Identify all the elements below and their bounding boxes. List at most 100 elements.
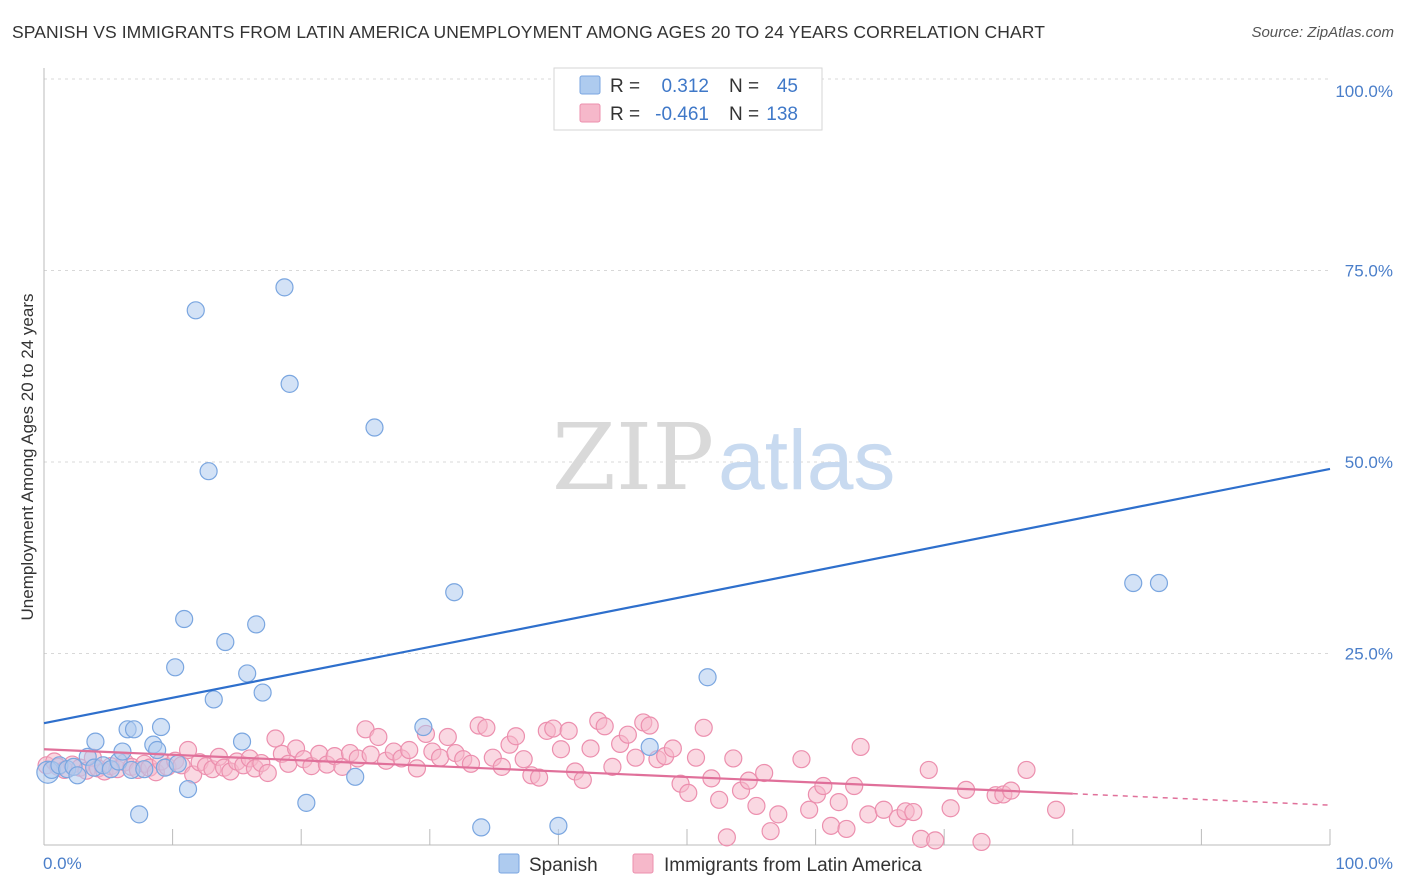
legend-latam-r-value: -0.461 <box>655 104 709 125</box>
latam-point-81 <box>603 757 622 776</box>
latam-point-104 <box>792 750 811 769</box>
spanish-point-42 <box>549 816 568 835</box>
spanish-trend-line <box>43 467 1331 725</box>
latam-point-86 <box>640 716 659 735</box>
bottom-legend-spanish-swatch <box>498 853 520 874</box>
y-axis-title: Unemployment Among Ages 20 to 24 years <box>18 294 37 621</box>
latam-point-75 <box>559 721 578 740</box>
tick-labels: 25.0% 50.0% 75.0% 100.0% 0.0% 100.0% <box>43 82 1393 873</box>
spanish-point-36 <box>297 793 316 812</box>
latam-point-107 <box>814 776 833 796</box>
chart-title: SPANISH VS IMMIGRANTS FROM LATIN AMERICA… <box>12 22 1046 42</box>
bottom-legend: Spanish Immigrants from Latin America <box>498 853 922 876</box>
latam-point-97 <box>724 749 743 768</box>
latam-point-80 <box>595 717 614 736</box>
spanish-point-20 <box>151 717 171 737</box>
source-credit: Source: ZipAtlas.com <box>1251 24 1394 41</box>
latam-point-69 <box>514 750 533 769</box>
legend-latam-swatch <box>579 103 601 123</box>
trend-lines <box>43 467 1331 806</box>
spanish-point-30 <box>232 732 252 751</box>
spanish-point-45 <box>698 668 717 687</box>
legend-spanish-r-label: R = <box>610 76 640 97</box>
legend-spanish-swatch <box>579 75 601 95</box>
latam-point-71 <box>530 768 549 787</box>
spanish-point-26 <box>186 301 205 320</box>
latam-point-84 <box>626 748 645 767</box>
latam-point-62 <box>461 754 481 773</box>
latam-point-120 <box>926 831 945 850</box>
latam-point-77 <box>573 770 592 789</box>
y-tick-label-1: 50.0% <box>1345 453 1393 472</box>
latam-point-100 <box>747 796 766 816</box>
latam-point-111 <box>845 776 864 796</box>
latam-point-119 <box>919 760 938 780</box>
x-tick-label-max: 100.0% <box>1335 854 1393 873</box>
spanish-point-33 <box>253 683 272 702</box>
latam-point-117 <box>904 802 923 822</box>
x-tick-label-min: 0.0% <box>43 854 82 873</box>
y-tick-label-3: 100.0% <box>1335 82 1393 101</box>
bottom-legend-spanish-label: Spanish <box>529 855 598 876</box>
spanish-point-32 <box>247 615 266 634</box>
latam-point-113 <box>859 805 878 824</box>
watermark-zip: ZIP <box>552 404 714 511</box>
spanish-point-34 <box>275 278 294 297</box>
spanish-point-35 <box>280 374 299 393</box>
spanish-point-17 <box>135 760 154 779</box>
latam-point-66 <box>492 757 511 776</box>
latam-point-108 <box>821 816 841 835</box>
spanish-point-41 <box>472 818 491 837</box>
spanish-point-5 <box>68 766 87 785</box>
legend-spanish-n-value: 45 <box>777 76 798 97</box>
latam-point-89 <box>663 739 682 758</box>
latam-point-58 <box>430 748 450 767</box>
spanish-point-24 <box>175 609 194 629</box>
latam-point-59 <box>438 727 457 747</box>
latam-point-110 <box>837 819 856 839</box>
latam-point-128 <box>1046 800 1066 819</box>
spanish-point-28 <box>204 690 223 709</box>
series-spanish-points <box>36 70 1169 837</box>
spanish-point-43 <box>640 737 659 757</box>
spanish-point-29 <box>216 632 235 652</box>
spanish-point-47 <box>1149 573 1169 593</box>
latam-point-83 <box>618 725 637 744</box>
watermark-atlas: atlas <box>718 413 895 507</box>
spanish-point-27 <box>199 462 218 481</box>
spanish-point-23 <box>168 754 187 773</box>
latam-point-127 <box>1017 760 1036 780</box>
latam-point-112 <box>851 737 870 757</box>
legend-spanish-r-value: 0.312 <box>661 76 709 97</box>
latam-point-105 <box>800 800 819 819</box>
y-tick-label-0: 25.0% <box>1345 645 1393 664</box>
latam-point-38 <box>279 754 298 773</box>
latam-point-78 <box>581 739 600 758</box>
latam-point-96 <box>717 828 736 847</box>
spanish-point-39 <box>414 717 433 737</box>
legend-latam-n-value: 138 <box>766 104 798 125</box>
latam-point-114 <box>874 800 893 819</box>
spanish-point-22 <box>166 658 185 677</box>
spanish-point-15 <box>124 720 144 739</box>
latam-point-95 <box>710 790 729 809</box>
spanish-point-37 <box>346 767 365 786</box>
spanish-point-31 <box>238 664 257 683</box>
latam-point-64 <box>477 718 496 737</box>
latam-point-36 <box>266 729 285 748</box>
latam-point-101 <box>755 763 774 783</box>
latam-point-50 <box>369 727 388 747</box>
spanish-point-19 <box>148 740 167 760</box>
latam-point-103 <box>769 805 788 824</box>
legend: R = 0.312 N = 45 R = -0.461 N = 138 <box>553 67 823 131</box>
spanish-point-38 <box>365 418 384 437</box>
latam-point-68 <box>506 727 526 746</box>
latam-point-121 <box>941 799 960 818</box>
latam-point-123 <box>972 832 991 852</box>
latam-point-93 <box>694 718 713 737</box>
latam-trend-line <box>43 748 1073 795</box>
latam-trend-extension <box>1072 792 1331 806</box>
latam-point-91 <box>679 783 698 803</box>
spanish-point-46 <box>1124 573 1143 593</box>
latam-point-92 <box>686 748 706 767</box>
